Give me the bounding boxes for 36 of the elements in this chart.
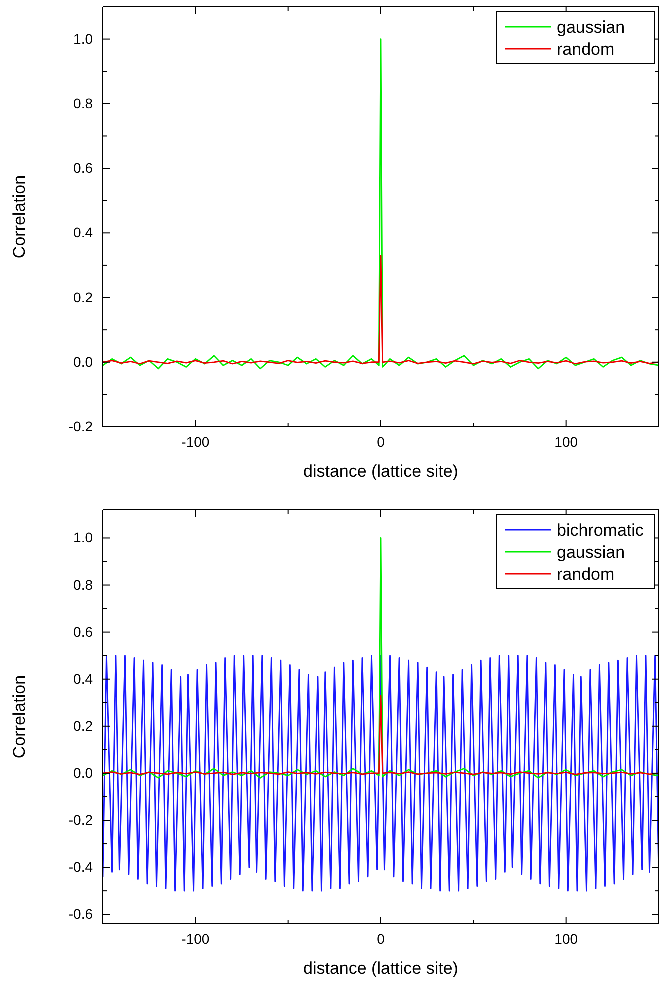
x-tick-label: 0 bbox=[377, 930, 386, 947]
y-tick-label: 1.0 bbox=[74, 30, 94, 47]
y-tick-label: 0.4 bbox=[74, 224, 94, 241]
y-tick-label: 0.6 bbox=[74, 624, 94, 640]
y-tick-label: 0.8 bbox=[74, 576, 94, 593]
line-series bbox=[103, 255, 659, 365]
line-series bbox=[103, 538, 659, 779]
y-tick-label: 0.0 bbox=[74, 354, 94, 370]
y-axis-title: Correlation bbox=[10, 675, 29, 759]
y-axis-title: Correlation bbox=[10, 175, 29, 259]
x-tick-label: 100 bbox=[554, 434, 578, 450]
y-tick-label: 0.6 bbox=[74, 160, 94, 176]
x-tick-label: 100 bbox=[554, 930, 578, 947]
legend-label: gaussian bbox=[557, 18, 626, 37]
line-series bbox=[103, 38, 659, 370]
y-tick-label: -0.4 bbox=[68, 859, 94, 876]
y-tick-label: 0.0 bbox=[74, 764, 94, 781]
x-tick-label: 0 bbox=[377, 434, 386, 450]
legend-label: bichromatic bbox=[557, 521, 644, 540]
legend-label: random bbox=[557, 565, 615, 584]
y-tick-label: 1.0 bbox=[74, 530, 94, 546]
line-series bbox=[103, 655, 659, 892]
y-tick-label: 0.2 bbox=[74, 718, 94, 734]
legend-label: random bbox=[557, 40, 615, 59]
legend-label: gaussian bbox=[557, 543, 626, 562]
x-axis-title: distance (lattice site) bbox=[304, 462, 458, 481]
line-series bbox=[103, 695, 659, 776]
y-tick-label: -0.2 bbox=[68, 418, 94, 434]
y-tick-label: -0.6 bbox=[68, 906, 94, 922]
y-tick-label: 0.8 bbox=[74, 95, 94, 112]
y-tick-label: -0.2 bbox=[68, 812, 94, 828]
y-tick-label: 0.2 bbox=[74, 289, 94, 306]
x-tick-label: -100 bbox=[182, 930, 210, 947]
x-axis-title: distance (lattice site) bbox=[304, 959, 458, 978]
y-tick-label: 0.4 bbox=[74, 670, 94, 687]
x-tick-label: -100 bbox=[182, 434, 210, 450]
